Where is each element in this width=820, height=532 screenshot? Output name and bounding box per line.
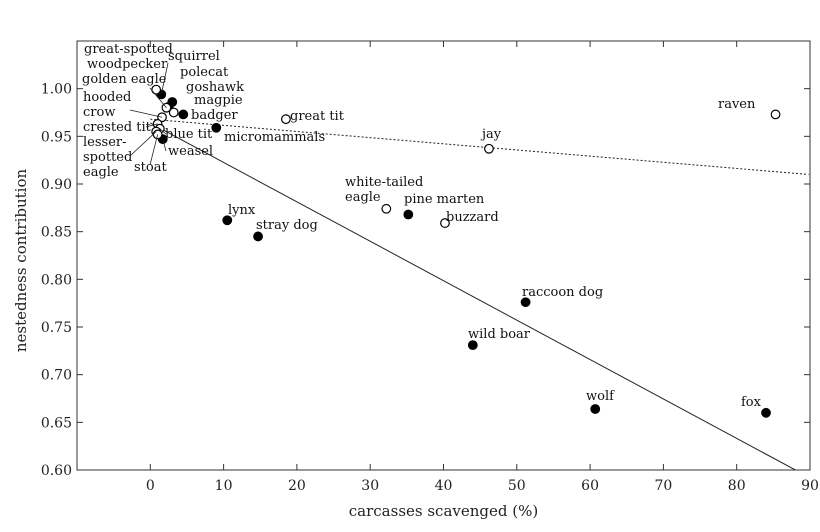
- x-tick-label: 50: [508, 478, 526, 494]
- y-tick-label: 0.70: [41, 368, 72, 384]
- x-axis-title: carcasses scavenged (%): [349, 502, 538, 520]
- label-weasel: weasel: [168, 144, 213, 159]
- point-lynx: [222, 215, 233, 226]
- label-lesser-spotted-eagle-2: spotted: [83, 150, 132, 165]
- x-tick-label: 10: [215, 478, 233, 494]
- leader-line-weasel: [162, 139, 167, 152]
- leader-line-squirrel: [160, 62, 169, 95]
- point-buzzard: [440, 218, 450, 228]
- label-golden-eagle: golden eagle: [82, 72, 167, 87]
- label-micromammals: micromammals: [224, 130, 325, 145]
- fit-lines: [150, 118, 809, 470]
- label-lesser-spotted-eagle-3: eagle: [83, 165, 119, 180]
- fit-line-solid: [150, 122, 797, 470]
- x-tick-label: 20: [288, 478, 306, 494]
- label-magpie: magpie: [194, 93, 243, 108]
- plot-border: [76, 40, 811, 471]
- leader-line-stoat: [149, 134, 159, 166]
- label-wild-boar: wild boar: [468, 327, 531, 342]
- label-great-spotted-woodpecker-1: great-spotted: [84, 42, 173, 57]
- point-jay: [484, 143, 494, 154]
- label-great-spotted-woodpecker-2: woodpecker: [87, 57, 168, 72]
- point-white-tailed-eagle: [381, 203, 392, 214]
- label-white-tailed-eagle-1: white-tailed: [345, 175, 423, 190]
- point-pine-marten: [403, 209, 414, 220]
- y-axis-title: nestedness contribution: [12, 169, 30, 353]
- label-wolf: wolf: [586, 389, 615, 404]
- label-blue-tit: blue tit: [165, 127, 213, 142]
- y-tick-label: 0.65: [41, 415, 72, 431]
- point-great-tit: [281, 114, 291, 125]
- y-tick-label: 0.95: [41, 129, 72, 145]
- label-pine-marten: pine marten: [404, 192, 485, 207]
- fit-line-dotted: [150, 118, 809, 175]
- plot-frame: [76, 40, 811, 471]
- label-hooded-crow-1: hooded: [83, 90, 131, 105]
- leader-line-golden-eagle: [149, 87, 167, 108]
- point-micromammals: [211, 122, 222, 133]
- point-stray-dog: [253, 231, 263, 242]
- y-tick-label: 0.75: [41, 320, 72, 336]
- x-tick-label: 80: [728, 478, 746, 494]
- x-tick-label: 70: [654, 478, 672, 494]
- label-crested-tit: crested tit: [83, 120, 152, 135]
- leader-line-lesser-spotted-eagle: [129, 131, 157, 157]
- label-buzzard: buzzard: [446, 210, 499, 225]
- label-goshawk: goshawk: [186, 80, 244, 95]
- point-fox: [761, 407, 771, 418]
- label-stoat: stoat: [134, 160, 167, 175]
- point-wild-boar: [467, 340, 478, 351]
- point-magpie: [168, 107, 179, 118]
- x-tick-label: 30: [361, 478, 379, 494]
- label-jay: jay: [480, 127, 502, 142]
- y-tick-label: 0.60: [41, 463, 72, 479]
- label-fox: fox: [741, 395, 762, 410]
- point-raccoon-dog: [520, 297, 531, 308]
- y-tick-label: 0.80: [41, 272, 72, 288]
- leader-line-hooded-crow: [129, 109, 163, 118]
- label-white-tailed-eagle-2: eagle: [345, 190, 381, 205]
- label-hooded-crow-2: crow: [83, 105, 115, 120]
- label-great-tit: great tit: [290, 109, 345, 124]
- leader-line-blue-tit: [159, 128, 167, 135]
- label-stray-dog: stray dog: [256, 218, 318, 233]
- point-raven: [770, 109, 781, 120]
- x-axis-ticks: 0 10 20 30 40 50 60 70 80 90: [146, 41, 819, 494]
- label-squirrel: squirrel: [168, 49, 220, 64]
- y-tick-label: 0.90: [41, 177, 72, 193]
- y-axis-ticks: 0.60 0.65 0.70 0.75 0.80 0.85 0.90 0.95 1.00: [41, 82, 810, 479]
- y-tick-label: 0.85: [41, 225, 72, 241]
- label-lynx: lynx: [228, 203, 256, 218]
- point-badger: [178, 109, 189, 120]
- y-tick-label: 1.00: [41, 82, 72, 98]
- x-tick-label: 60: [581, 478, 599, 494]
- label-polecat: polecat: [180, 65, 229, 80]
- label-raven: raven: [718, 97, 756, 112]
- x-tick-label: 90: [801, 478, 819, 494]
- x-tick-label: 0: [146, 478, 155, 494]
- point-wolf: [590, 404, 601, 414]
- label-raccoon-dog: raccoon dog: [522, 285, 603, 300]
- x-tick-label: 40: [435, 478, 453, 494]
- label-badger: badger: [191, 108, 238, 123]
- label-lesser-spotted-eagle-1: lesser-: [83, 135, 127, 150]
- leader-line-crested-tit: [145, 123, 158, 128]
